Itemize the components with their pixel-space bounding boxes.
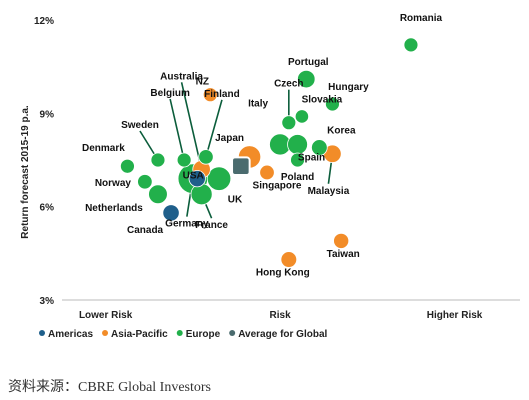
label-spain: Spain <box>298 152 325 163</box>
bubble-norway <box>137 174 153 190</box>
bubble-uk <box>206 166 232 191</box>
bubble-czech <box>281 115 297 131</box>
label-slovakia: Slovakia <box>302 94 343 105</box>
y-tick-label: 6% <box>40 203 55 214</box>
y-tick-label: 3% <box>40 296 55 307</box>
bubble-hungary <box>325 96 340 112</box>
label-romania: Romania <box>400 13 443 24</box>
label-korea: Korea <box>327 126 356 137</box>
label-canada: Canada <box>127 225 164 236</box>
label-poland: Poland <box>281 172 314 183</box>
bubble-finland <box>198 149 214 165</box>
label-usa: USA <box>183 171 204 182</box>
bubble-nz <box>202 87 218 103</box>
bubble-canada <box>162 204 180 222</box>
label-france: France <box>195 220 228 231</box>
label-norway: Norway <box>95 178 132 189</box>
legend-marker-average-for-global <box>229 330 236 336</box>
bubble-netherlands <box>148 184 168 205</box>
leader-finland <box>205 99 223 158</box>
label-hungary: Hungary <box>328 82 369 93</box>
label-finland: Finland <box>204 89 240 100</box>
bubble-belgium <box>176 152 192 168</box>
label-portugal: Portugal <box>288 57 329 68</box>
x-category-risk: Risk <box>270 310 292 321</box>
bubble-denmark <box>120 158 135 174</box>
bubble-portugal <box>297 69 316 89</box>
label-taiwan: Taiwan <box>327 249 360 260</box>
label-japan: Japan <box>215 133 244 144</box>
bubble-poland <box>290 152 305 168</box>
y-tick-label: 12% <box>34 16 54 27</box>
legend-entry-average-for-global: Average for Global <box>238 329 327 340</box>
label-hong-kong: Hong Kong <box>256 268 310 279</box>
label-netherlands: Netherlands <box>85 203 143 214</box>
label-italy: Italy <box>248 98 268 109</box>
bubbles <box>120 37 419 268</box>
legend-marker-asia-pacific <box>102 330 109 336</box>
axes-group: 12% 9% 6% 3% Lower Risk Risk Higher Risk <box>34 16 520 321</box>
label-belgium: Belgium <box>150 88 190 99</box>
y-axis-label: Return forecast 2015-19 p.a. <box>20 105 31 239</box>
legend-entry-asia-pacific: Asia-Pacific <box>111 329 168 340</box>
legend-entry-americas: Americas <box>48 329 93 340</box>
bubble-global-average <box>231 156 251 177</box>
label-uk: UK <box>228 195 243 206</box>
leader-belgium <box>169 98 185 161</box>
label-sweden: Sweden <box>121 120 159 131</box>
legend-marker-americas <box>39 330 45 336</box>
label-germany: Germany <box>165 219 209 230</box>
bubble-korea <box>311 139 328 156</box>
label-nz: NZ <box>196 77 209 88</box>
bubble-france <box>190 183 213 206</box>
legend: Americas Asia-Pacific Europe Average for Gl… <box>39 329 328 340</box>
label-malaysia: Malaysia <box>308 186 350 197</box>
label-singapore: Singapore <box>253 180 302 191</box>
bubble-romania <box>403 37 419 53</box>
y-tick-label: 9% <box>40 109 55 120</box>
bubble-singapore <box>259 164 275 181</box>
bubble-taiwan <box>333 232 350 249</box>
label-australia: Australia <box>160 71 203 82</box>
bubble-hong-kong <box>280 251 298 268</box>
x-category-higher-risk: Higher Risk <box>427 310 483 321</box>
source-note: 资料来源：CBRE Global Investors <box>8 380 211 395</box>
bubble-sweden <box>150 152 166 168</box>
label-denmark: Denmark <box>82 143 125 154</box>
legend-entry-europe: Europe <box>186 329 221 340</box>
legend-marker-europe <box>176 330 183 336</box>
label-czech: Czech <box>274 79 303 90</box>
bubble-usa <box>188 170 206 188</box>
leader-australia <box>180 82 203 170</box>
bubble-spain <box>287 134 308 155</box>
x-category-lower-risk: Lower Risk <box>79 310 133 321</box>
bubble-slovakia <box>294 109 310 124</box>
